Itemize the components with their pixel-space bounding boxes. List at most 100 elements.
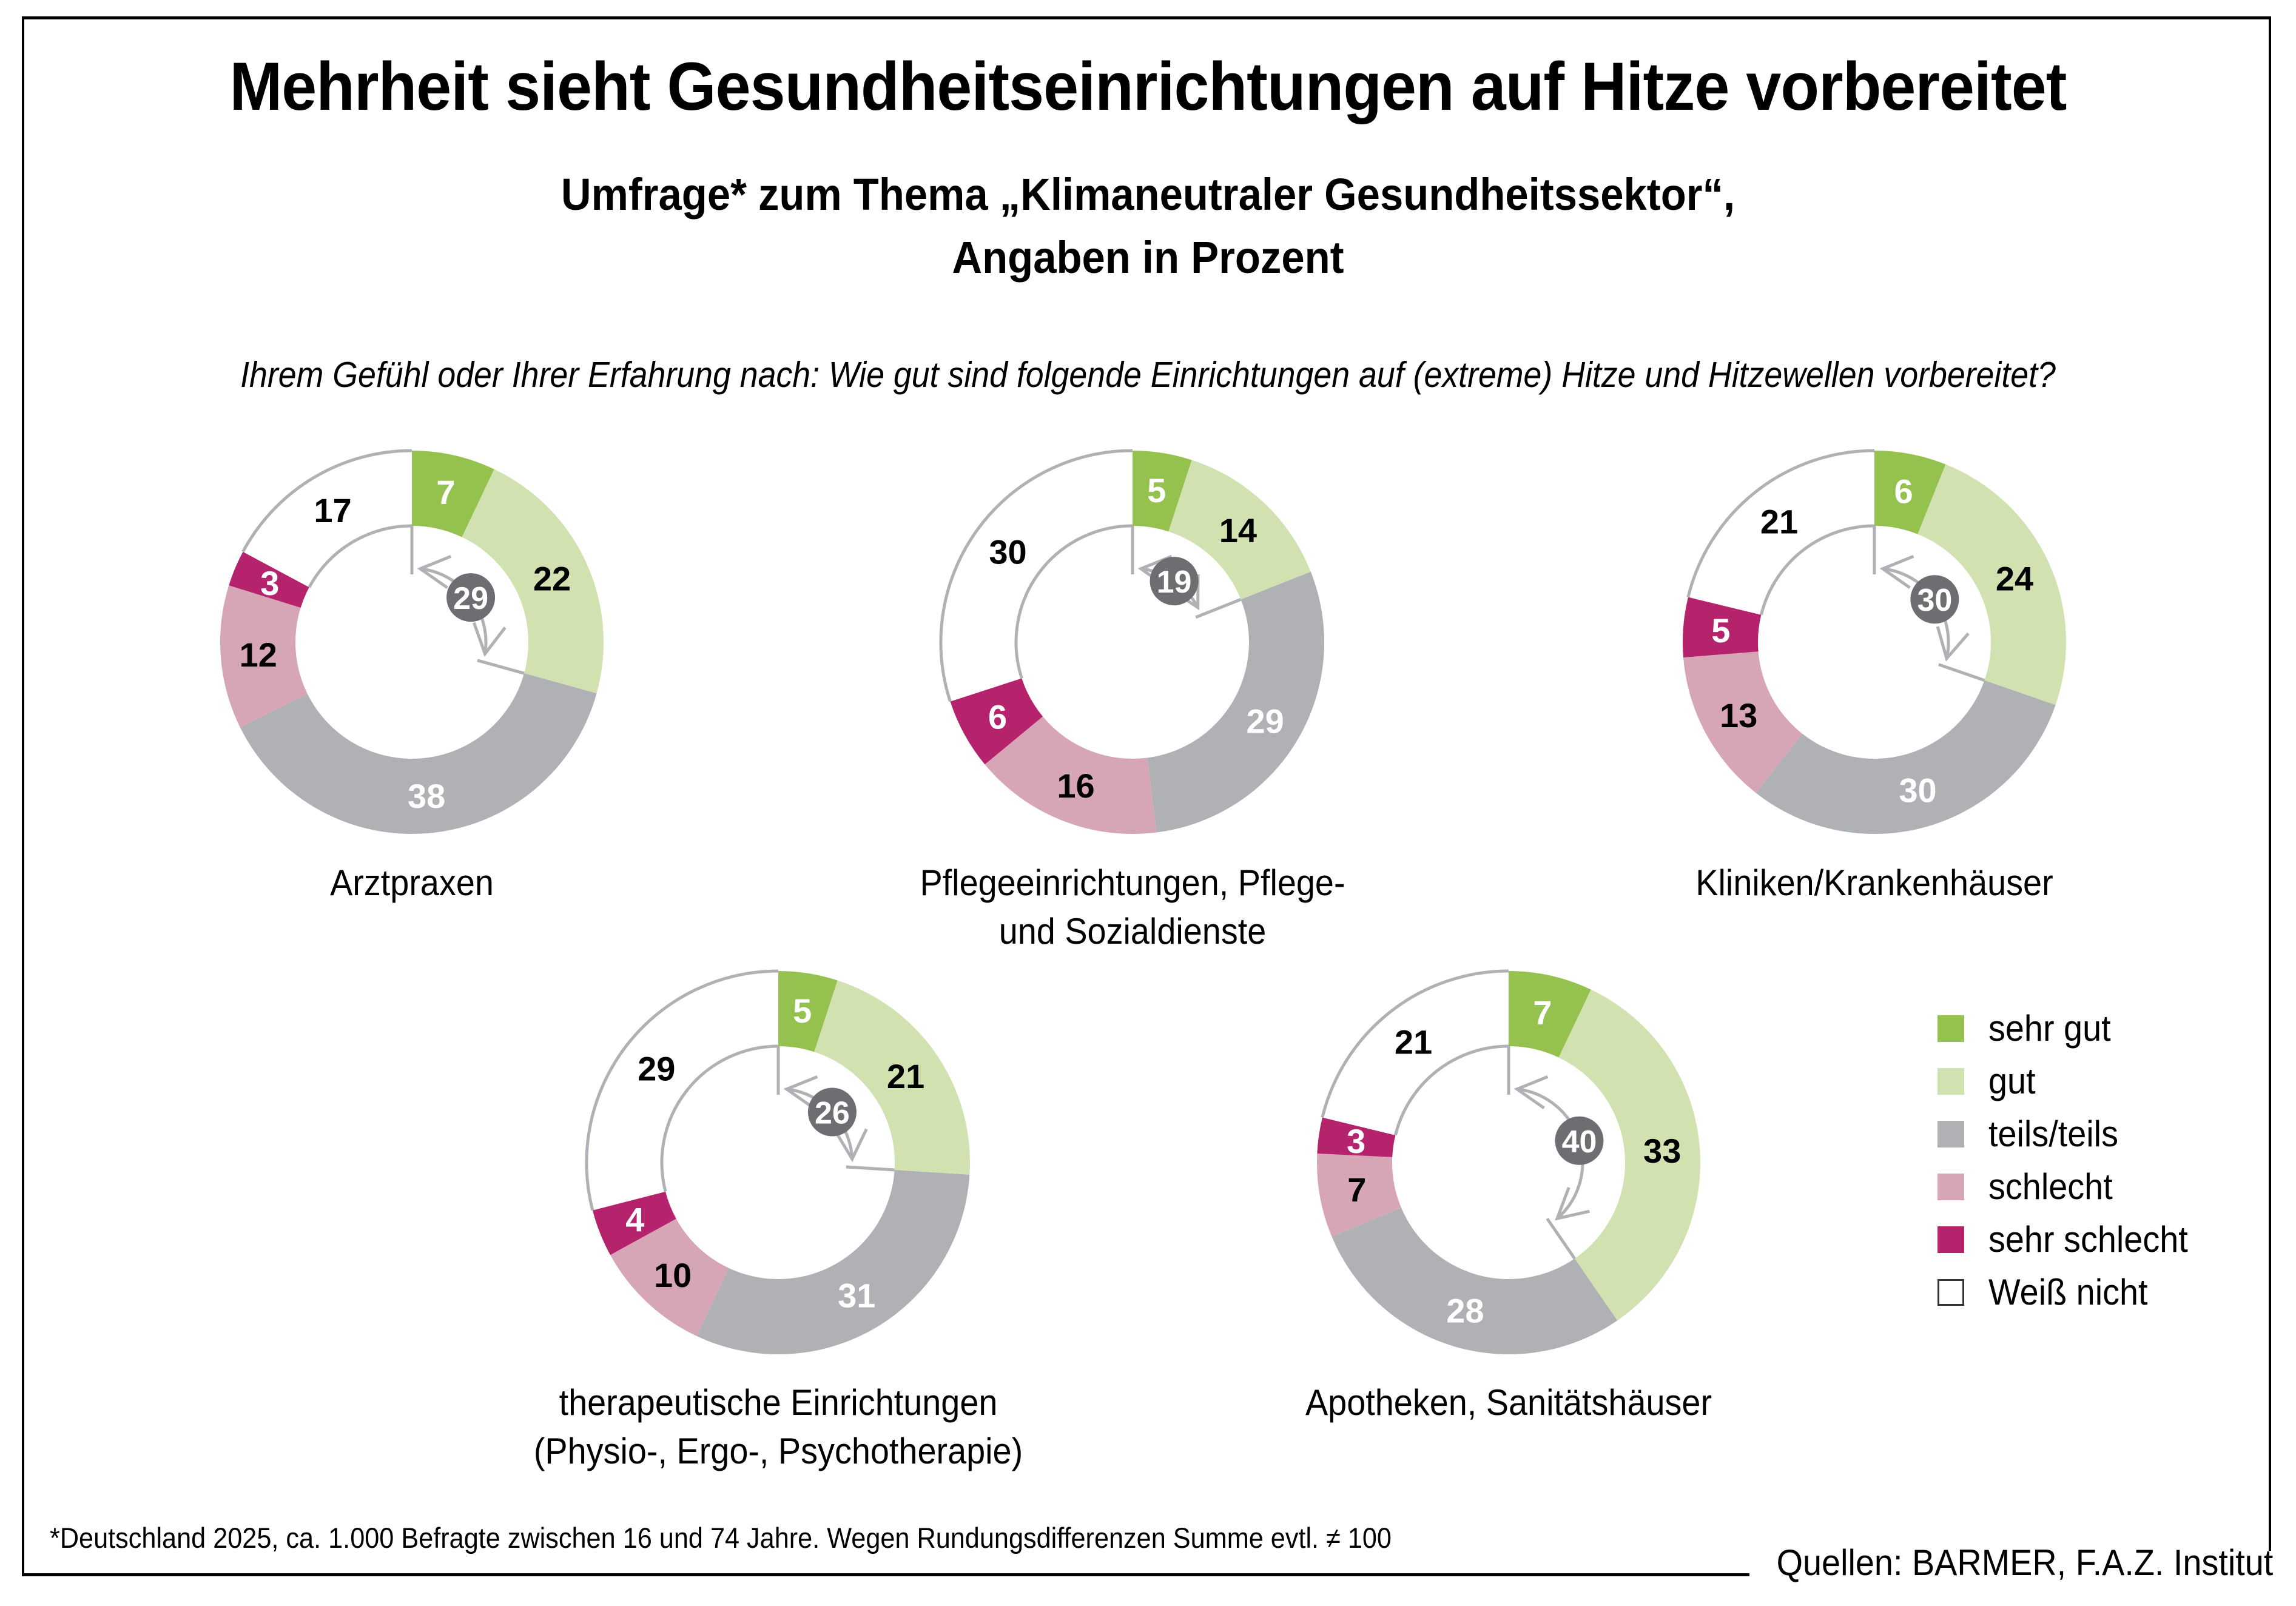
data-label-teils-teils: 31 [838, 1277, 875, 1315]
donut-0: 7 22 38 12 3 17 29 [220, 449, 604, 834]
donut-1: 5 14 29 16 6 30 19 [939, 449, 1324, 835]
data-label-sehr-gut: 5 [1147, 471, 1166, 509]
arrowhead-start-icon [1513, 1075, 1549, 1110]
slice-sehr-schlecht [1317, 1117, 1396, 1157]
data-label-weiss-nicht: 21 [1760, 502, 1798, 540]
data-label-teils-teils: 30 [1899, 771, 1936, 810]
donut-category-label: Apotheken, Sanitätshäuser [1199, 1379, 1819, 1427]
data-label-sehr-gut: 6 [1894, 472, 1913, 511]
slice-sehr-schlecht [950, 678, 1043, 765]
arrowhead-end-icon [833, 1128, 868, 1163]
data-label-weiss-nicht: 29 [638, 1049, 675, 1087]
data-label-weiss-nicht: 21 [1395, 1023, 1432, 1061]
data-label-sehr-gut: 7 [436, 473, 455, 511]
data-label-sehr-schlecht: 5 [1711, 611, 1730, 650]
arrowhead-start-icon [783, 1075, 818, 1110]
slice-sehr-schlecht [1683, 597, 1762, 658]
donut-category-label-line: therapeutische Einrichtungen [559, 1382, 998, 1423]
slice-gut [1917, 464, 2066, 705]
slice-gut [814, 980, 971, 1175]
slice-outline-inner [660, 1044, 779, 1192]
chart-title: Mehrheit sieht Gesundheitseinrichtungen … [229, 49, 2067, 124]
highlight-total-label: 19 [1157, 565, 1192, 600]
legend-label: gut [1988, 1061, 2036, 1101]
slice-outline-outer [1321, 969, 1509, 1118]
data-label-schlecht: 13 [1720, 696, 1757, 734]
donut-category-label-line: Arztpraxen [330, 862, 494, 903]
legend-swatch-teils-teils [1937, 1120, 1964, 1147]
arrowhead-start-icon [1879, 555, 1914, 590]
data-label-sehr-schlecht: 3 [260, 564, 279, 602]
slice-teils-teils [1147, 571, 1324, 833]
slice-gut [1558, 989, 1701, 1321]
donut-3: 5 21 31 10 4 29 26 [585, 969, 971, 1354]
donut-category-label-line: und Sozialdienste [998, 911, 1267, 952]
donut-category-label: Arztpraxen [102, 859, 722, 907]
legend-swatch-weiss-nicht [1937, 1278, 1964, 1306]
highlight-total-label: 30 [1917, 583, 1952, 618]
tick-end [1938, 663, 1985, 682]
highlight-total-label: 40 [1562, 1124, 1597, 1160]
slice-schlecht [220, 585, 308, 728]
slice-weiss-nicht [1322, 971, 1509, 1135]
tick-end [1195, 597, 1242, 619]
data-label-teils-teils: 28 [1446, 1292, 1484, 1330]
slice-sehr-gut [1509, 971, 1591, 1058]
data-label-schlecht: 16 [1057, 767, 1094, 805]
legend: sehr gut gut teils/teils schlecht sehr s… [1937, 1002, 2203, 1319]
data-label-schlecht: 10 [654, 1256, 692, 1294]
slice-outline-inner [308, 524, 412, 588]
slice-outline-inner [1014, 524, 1133, 679]
frame-top-border [22, 16, 2271, 19]
data-label-gut: 14 [1219, 511, 1257, 549]
slice-gut [462, 469, 604, 694]
donut-category-label-line: Apotheken, Sanitätshäuser [1305, 1382, 1712, 1423]
data-label-sehr-gut: 7 [1533, 993, 1552, 1032]
slice-teils-teils [1756, 680, 2056, 834]
arrowhead-start-icon [417, 555, 452, 590]
donut-category-label-line: Pflegeeinrichtungen, Pflege- [920, 862, 1345, 903]
legend-item-sehr-schlecht: sehr schlecht [1937, 1213, 2203, 1266]
slice-outline-outer [1686, 449, 1875, 598]
donut-category-label-line: (Physio-, Ergo-, Psychotherapie) [533, 1431, 1023, 1471]
donut-category-label: Kliniken/Krankenhäuser [1564, 859, 2185, 907]
chart-subtitle-line1: Umfrage* zum Thema „Klimaneutraler Gesun… [561, 169, 1735, 220]
tick-end [1546, 1217, 1576, 1260]
legend-item-weiss-nicht: Weiß nicht [1937, 1266, 2203, 1319]
legend-label: teils/teils [1988, 1114, 2118, 1154]
legend-swatch-sehr-gut [1937, 1015, 1964, 1042]
slice-sehr-schlecht [229, 551, 309, 608]
data-label-sehr-schlecht: 6 [988, 697, 1007, 736]
slice-teils-teils [1331, 1208, 1618, 1354]
slice-outline-outer [585, 969, 779, 1211]
data-label-gut: 22 [533, 559, 571, 597]
slice-outline-inner [1759, 524, 1875, 616]
slice-outline-inner [1393, 1044, 1509, 1136]
slice-sehr-schlecht [592, 1191, 676, 1255]
slice-outline-outer [241, 449, 412, 553]
data-label-gut: 21 [887, 1057, 924, 1095]
source-credit: Quellen: BARMER, F.A.Z. Institut [1776, 1542, 2273, 1583]
highlight-total-label: 29 [453, 581, 488, 616]
highlight-badge [1555, 1116, 1604, 1165]
legend-label: schlecht [1988, 1166, 2113, 1207]
survey-question: Ihrem Gefühl oder Ihrer Erfahrung nach: … [240, 355, 2056, 395]
highlight-badge [1910, 575, 1959, 624]
legend-item-teils-teils: teils/teils [1937, 1107, 2203, 1160]
slice-schlecht [610, 1218, 729, 1336]
chart-subtitle-line2: Angaben in Prozent [952, 232, 1344, 283]
data-label-teils-teils: 38 [408, 777, 445, 815]
slice-weiss-nicht [587, 971, 778, 1211]
data-label-weiss-nicht: 17 [314, 491, 351, 529]
legend-label: Weiß nicht [1988, 1272, 2148, 1312]
frame-left-border [22, 16, 24, 1575]
slice-sehr-gut [1874, 451, 1946, 534]
arrowhead-end-icon [1555, 1187, 1590, 1221]
highlight-badge [1150, 557, 1199, 606]
donut-category-label: Pflegeeinrichtungen, Pflege-und Sozialdi… [823, 859, 1443, 956]
highlight-badge [807, 1087, 857, 1137]
legend-item-sehr-gut: sehr gut [1937, 1002, 2203, 1055]
arrowhead-end-icon [1936, 626, 1970, 662]
data-label-sehr-gut: 5 [793, 992, 812, 1030]
